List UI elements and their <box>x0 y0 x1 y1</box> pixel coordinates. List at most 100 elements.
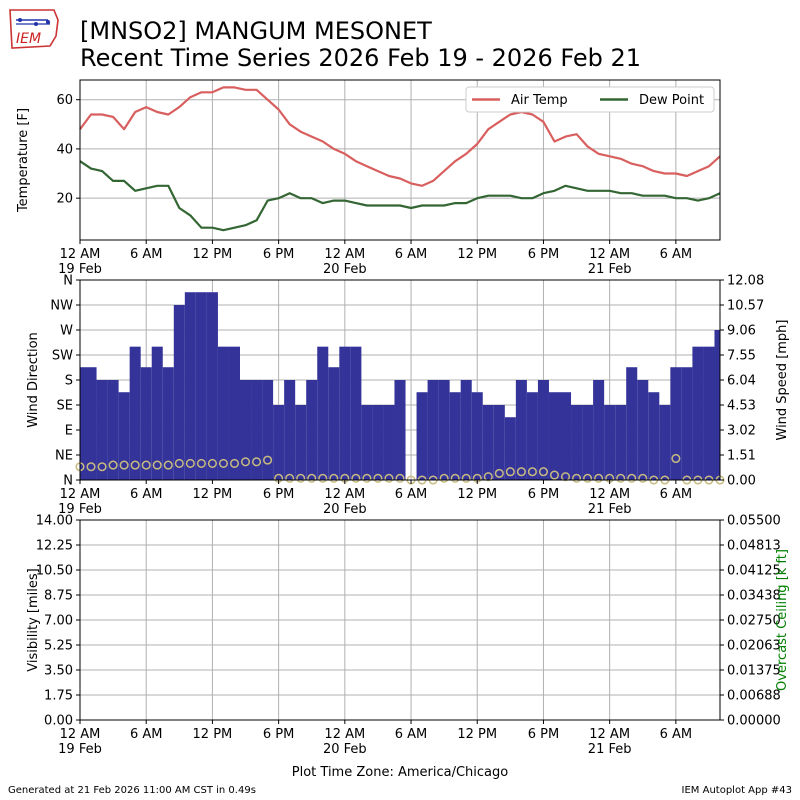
wind-direction-bar <box>604 405 616 480</box>
y2-tick-label: 0.04813 <box>727 539 781 554</box>
y-tick-label: 40 <box>56 142 73 157</box>
wind-direction-bar <box>571 405 583 480</box>
y2-tick-label: 0.00 <box>727 474 756 489</box>
y-tick-label: N <box>63 474 73 489</box>
x-date-label: 21 Feb <box>588 742 632 757</box>
wind-direction-bar <box>460 380 472 480</box>
x-tick-label: 6 PM <box>528 727 559 742</box>
y-axis-label: Visibility [miles] <box>26 568 41 671</box>
x-tick-label: 12 PM <box>457 727 497 742</box>
wind-direction-bar <box>560 392 572 480</box>
x-tick-label: 12 AM <box>60 727 101 742</box>
y-tick-label: 14.00 <box>36 514 73 529</box>
wind-direction-bar <box>273 405 285 480</box>
y-tick-label: 3.50 <box>44 664 73 679</box>
wind-panel: N NE E SE S SW W NW N 0.00 1.51 3.02 4.53 6.04 7.55 9.0… <box>26 274 790 518</box>
x-tick-label: 12 PM <box>457 247 497 262</box>
x-tick-label: 6 PM <box>263 487 294 502</box>
wind-direction-bar <box>548 392 560 480</box>
x-tick-label: 12 AM <box>60 247 101 262</box>
x-tick-label: 6 AM <box>395 247 428 262</box>
legend: Air Temp Dew Point <box>465 86 715 113</box>
x-tick-label: 12 AM <box>589 727 630 742</box>
y2-tick-label: 9.06 <box>727 324 756 339</box>
x-tick-label: 6 AM <box>395 727 428 742</box>
wind-direction-bar <box>449 392 461 480</box>
wind-direction-bar <box>372 405 384 480</box>
x-tick-label: 6 PM <box>263 247 294 262</box>
wind-direction-bar <box>228 346 240 480</box>
wind-speed-point <box>384 473 394 483</box>
wind-speed-point <box>627 473 637 483</box>
x-tick-label: 12 AM <box>589 247 630 262</box>
wind-direction-bar <box>438 380 450 480</box>
wind-direction-bar <box>582 405 594 480</box>
x-date-label: 19 Feb <box>58 262 102 277</box>
y2-tick-label: 0.03438 <box>727 589 781 604</box>
y2-tick-label: 1.51 <box>727 449 756 464</box>
x-date-label: 20 Feb <box>323 262 367 277</box>
wind-speed-point <box>638 473 648 483</box>
wind-direction-bar <box>515 380 527 480</box>
x-date-label: 20 Feb <box>323 742 367 757</box>
chart-title-period: Recent Time Series 2026 Feb 19 - 2026 Fe… <box>80 44 642 72</box>
wind-direction-bar <box>96 380 108 480</box>
x-tick-label: 6 PM <box>528 487 559 502</box>
y2-axis-label: Overcast Ceiling [k ft] <box>775 549 790 691</box>
wind-speed-point <box>307 473 317 483</box>
logo-text: IEM <box>16 31 41 47</box>
x-tick-label: 6 AM <box>130 487 163 502</box>
y2-tick-label: 3.02 <box>727 424 756 439</box>
y2-tick-label: 0.04125 <box>727 564 781 579</box>
y-tick-label: 8.75 <box>44 589 73 604</box>
x-date-label: 20 Feb <box>323 502 367 517</box>
wind-speed-point <box>516 467 526 477</box>
axes-frame <box>79 79 721 241</box>
wind-speed-point <box>108 460 118 470</box>
wind-speed-point <box>119 460 129 470</box>
wind-direction-bar <box>670 367 682 480</box>
wind-speed-point <box>229 458 240 468</box>
y-tick-label: 20 <box>56 192 73 207</box>
x-tick-label: 6 AM <box>130 247 163 262</box>
wind-direction-bar <box>493 405 505 480</box>
y-tick-label: N <box>63 274 73 289</box>
wind-speed-point <box>373 473 383 483</box>
wind-direction-bar <box>328 367 340 480</box>
y-tick-label: 1.75 <box>44 689 73 704</box>
app-credit: IEM Autoplot App #43 <box>681 785 792 796</box>
wind-speed-point <box>362 473 372 483</box>
wind-speed-point <box>318 473 328 483</box>
x-axis-label: Plot Time Zone: America/Chicago <box>292 765 508 780</box>
wind-speed-point <box>572 473 582 483</box>
y-tick-label: 7.00 <box>44 614 73 629</box>
wind-direction-bar <box>284 380 296 480</box>
wind-direction-bar <box>537 380 549 480</box>
wind-direction-bar <box>173 305 185 480</box>
wind-direction-bar <box>129 346 141 480</box>
wind-direction-bar <box>482 405 494 480</box>
x-tick-label: 12 AM <box>324 727 365 742</box>
wind-direction-bar <box>471 392 483 480</box>
y2-tick-label: 0.05500 <box>727 514 781 529</box>
x-tick-label: 12 AM <box>589 487 630 502</box>
wind-direction-bar <box>383 405 395 480</box>
wind-direction-bar <box>184 292 196 480</box>
x-tick-label: 12 AM <box>324 487 365 502</box>
wind-direction-bar <box>251 380 263 480</box>
wind-speed-point <box>141 460 151 470</box>
y-tick-label: S <box>65 374 73 389</box>
wind-speed-point <box>461 473 471 483</box>
wind-speed-point <box>616 473 626 483</box>
legend-label-air-temp: Air Temp <box>511 93 568 108</box>
wind-direction-bar <box>295 405 307 480</box>
y-tick-label: SE <box>57 399 73 414</box>
wind-speed-point <box>395 473 405 483</box>
y-axis-label: Wind Direction <box>26 332 41 428</box>
visibility-panel: 0.00 1.75 3.50 5.25 7.00 8.75 10.50 12.25 14.00 0… <box>26 514 790 758</box>
wind-speed-point <box>163 460 173 470</box>
y-tick-label: SW <box>52 349 73 364</box>
wind-direction-bar <box>648 392 660 480</box>
wind-speed-point <box>130 460 140 470</box>
y-tick-label: W <box>60 324 73 339</box>
